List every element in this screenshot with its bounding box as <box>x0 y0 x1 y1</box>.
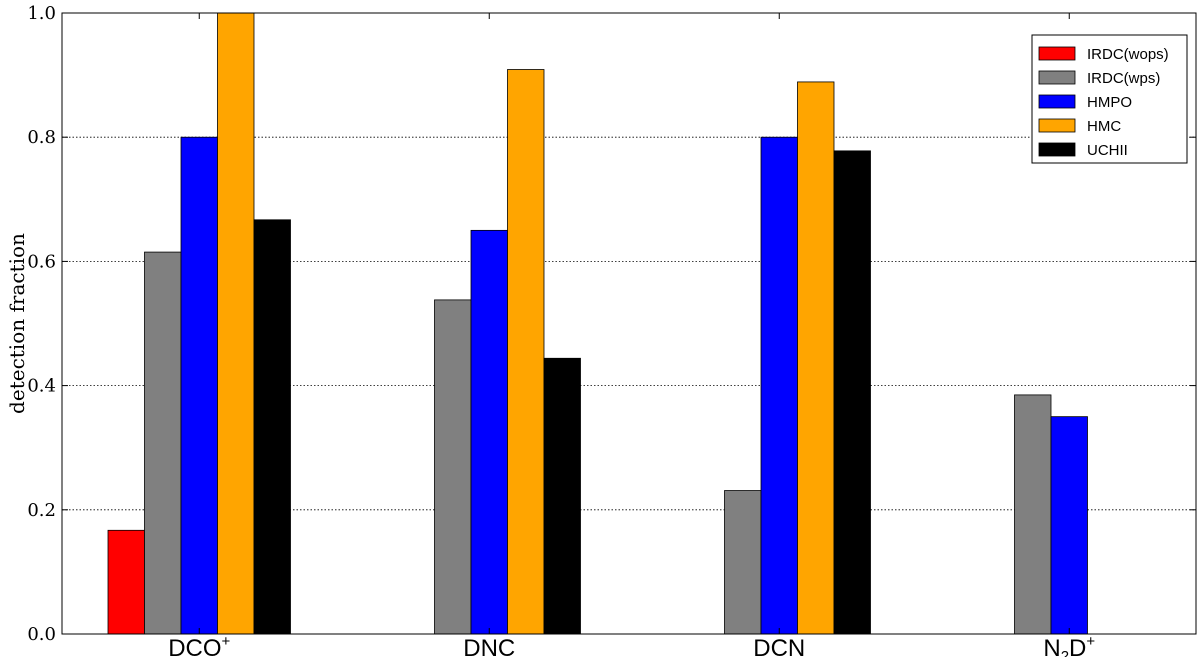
bar <box>253 219 291 635</box>
x-category-label: N2D+ <box>1043 633 1095 657</box>
x-axis-categories: DCO+ DNC DCN N2D+ <box>168 13 1095 657</box>
bar <box>760 136 798 635</box>
y-axis-ticks: 0.0 0.2 0.4 0.6 0.8 1.0 <box>27 3 1196 645</box>
y-tick-label: 0.4 <box>27 376 56 397</box>
bar <box>107 529 145 635</box>
legend-label: IRDC(wps) <box>1087 70 1160 87</box>
bar <box>833 150 871 635</box>
bar <box>1050 416 1088 635</box>
legend-swatch <box>1038 70 1076 85</box>
bar <box>1014 394 1052 635</box>
legend: IRDC(wops) IRDC(wps) HMPO HMC UCHII <box>1031 34 1188 164</box>
bar <box>507 69 545 635</box>
x-category-label: DNC <box>463 635 515 657</box>
plot-area-frame <box>61 12 1197 635</box>
bar <box>434 299 472 635</box>
legend-label: IRDC(wops) <box>1087 46 1169 63</box>
bar <box>797 81 835 635</box>
bar <box>470 229 508 635</box>
y-tick-label: 1.0 <box>27 3 56 24</box>
y-tick-label: 0.0 <box>27 624 56 645</box>
y-tick-label: 0.6 <box>27 251 56 272</box>
legend-swatch <box>1038 142 1076 157</box>
y-tick-label: 0.8 <box>27 127 56 148</box>
bar <box>724 490 762 635</box>
y-tick-label: 0.2 <box>27 500 56 521</box>
y-axis-label: detection fraction <box>5 233 29 414</box>
legend-swatch <box>1038 94 1076 109</box>
bar <box>144 251 182 635</box>
legend-label: HMPO <box>1087 94 1132 111</box>
bar <box>217 12 255 635</box>
x-category-label: DCN <box>753 635 805 657</box>
bar <box>543 357 581 635</box>
bars <box>107 12 1088 635</box>
x-category-label: DCO+ <box>168 633 230 657</box>
legend-swatch <box>1038 46 1076 61</box>
legend-swatch <box>1038 118 1076 133</box>
legend-label: UCHII <box>1087 142 1128 159</box>
bar <box>180 136 218 635</box>
legend-label: HMC <box>1087 118 1121 135</box>
